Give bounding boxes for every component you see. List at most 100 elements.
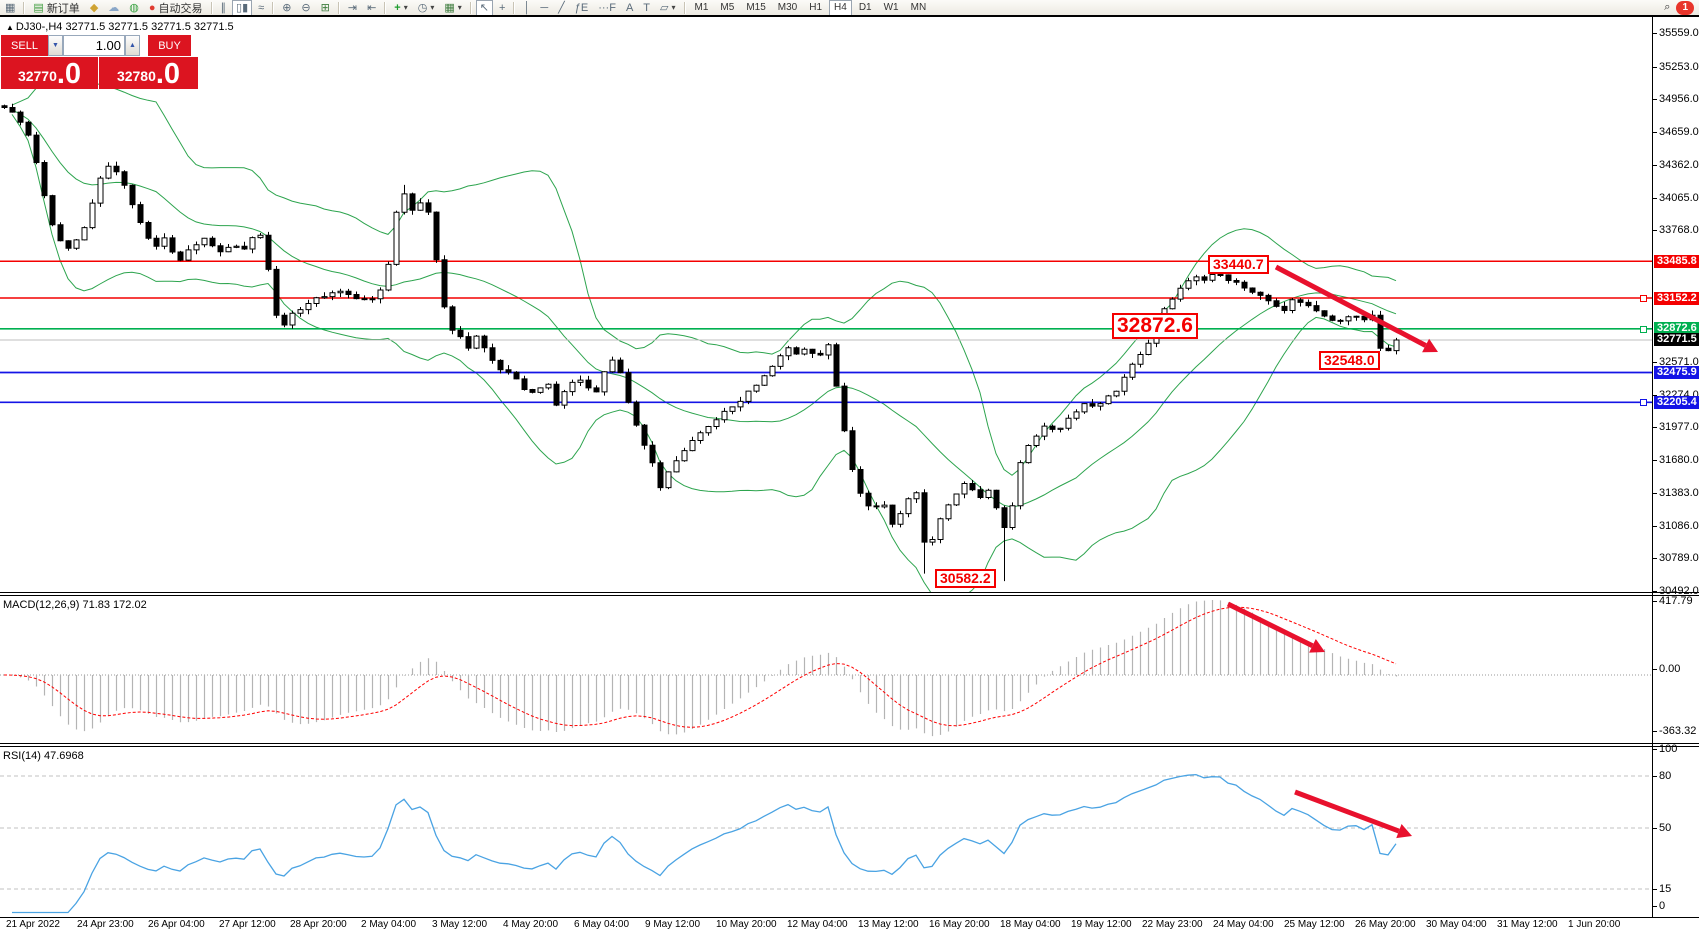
horizontal-line-icon[interactable]: ─ xyxy=(540,1,549,14)
price-badge-32205.4: 32205.4 xyxy=(1654,395,1699,409)
timeframe-m15[interactable]: M15 xyxy=(746,2,766,13)
signals-icon[interactable]: ◍ xyxy=(129,1,139,14)
macd-tick: 0.00 xyxy=(1659,663,1681,675)
volume-decrease-button[interactable]: ▼ xyxy=(48,35,63,56)
date-tick: 26 May 20:00 xyxy=(1355,919,1416,930)
cursor-icon[interactable]: ↖ xyxy=(475,0,494,15)
toolbar-separator xyxy=(210,1,213,14)
bid-price[interactable]: 32770.0 xyxy=(1,57,98,89)
timeframe-m5[interactable]: M5 xyxy=(720,2,735,13)
fibonacci-icon[interactable]: ···F xyxy=(598,1,616,14)
shapes-button[interactable]: ▱ ▾ xyxy=(660,1,676,14)
bollinger-middle-band xyxy=(11,109,1397,508)
trend-arrow[interactable] xyxy=(1294,789,1412,839)
date-tick: 31 May 12:00 xyxy=(1497,919,1558,930)
price-badge-33152.2: 33152.2 xyxy=(1654,291,1699,305)
macd-tick-dash xyxy=(1652,731,1657,732)
tile-windows-icon[interactable]: ⊞ xyxy=(320,1,330,14)
volume-increase-button[interactable]: ▲ xyxy=(125,35,140,56)
date-tick: 10 May 20:00 xyxy=(716,919,777,930)
main-chart xyxy=(0,64,1652,592)
line-handle[interactable] xyxy=(1640,295,1647,303)
price-tick-dash xyxy=(1652,525,1657,527)
trend-arrow[interactable] xyxy=(1226,601,1325,653)
macd-panel xyxy=(0,600,1652,737)
rsi-panel-divider[interactable] xyxy=(0,743,1699,747)
price-tick-dash xyxy=(1652,197,1657,199)
price-tick-dash xyxy=(1652,591,1657,592)
macd-signal-line xyxy=(3,606,1397,728)
macd-panel-divider[interactable] xyxy=(0,592,1699,596)
timeframe-d1[interactable]: D1 xyxy=(858,2,872,13)
timeframe-h4[interactable]: H4 xyxy=(829,0,852,15)
trend-arrow[interactable] xyxy=(1274,264,1438,353)
auto-scroll-icon[interactable]: ⇥ xyxy=(347,1,358,14)
toolbar-separator xyxy=(513,1,516,14)
price-annotation-32872.6[interactable]: 32872.6 xyxy=(1112,313,1198,339)
auto-trading-button[interactable]: ● 自动交易 xyxy=(148,1,203,15)
chart-title-text: DJ30-,H4 32771.5 32771.5 32771.5 32771.5 xyxy=(15,21,234,33)
symbol-marker-icon: ▲ xyxy=(6,23,14,32)
indicators-button[interactable]: + ▾ xyxy=(394,1,408,14)
price-tick: 30492.0 xyxy=(1659,585,1699,597)
timeframe-mn[interactable]: MN xyxy=(910,2,927,13)
chart-shift-icon[interactable]: ⇤ xyxy=(367,1,377,14)
line-chart-icon[interactable]: ≈ xyxy=(258,1,265,14)
periods-button[interactable]: ◷ ▾ xyxy=(417,1,435,14)
price-tick: 31680.0 xyxy=(1659,454,1699,467)
rsi-label: RSI(14) 47.6968 xyxy=(3,750,84,762)
price-tick: 34956.0 xyxy=(1659,93,1699,106)
price-annotation-32548.0[interactable]: 32548.0 xyxy=(1319,351,1380,370)
community-icon[interactable]: ☁ xyxy=(108,1,120,14)
volume-input[interactable]: 1.00 xyxy=(63,35,125,56)
text-icon[interactable]: A xyxy=(625,1,634,14)
toolbar-separator xyxy=(683,1,686,14)
time-axis-divider xyxy=(0,917,1699,918)
rsi-tick-dash xyxy=(1652,776,1657,777)
crosshair-icon[interactable]: + xyxy=(499,1,506,14)
price-annotation-33440.7[interactable]: 33440.7 xyxy=(1208,255,1269,274)
macd-tick: 417.79 xyxy=(1659,595,1693,607)
chart-window-icon[interactable]: ▦ xyxy=(5,1,16,14)
label-icon[interactable]: T xyxy=(643,1,651,14)
price-tick-dash xyxy=(1652,460,1657,462)
date-tick: 9 May 12:00 xyxy=(645,919,701,930)
date-tick: 2 May 04:00 xyxy=(361,919,417,930)
search-icon[interactable]: ⌕ xyxy=(1664,1,1671,13)
sell-button[interactable]: SELL xyxy=(1,35,48,56)
timeframe-m1[interactable]: M1 xyxy=(694,2,709,13)
buy-button[interactable]: BUY xyxy=(148,35,191,56)
timeframe-h1[interactable]: H1 xyxy=(809,2,823,13)
zoom-in-icon[interactable]: ⊕ xyxy=(282,1,292,14)
price-tick: 31383.0 xyxy=(1659,486,1699,499)
rsi-tick-dash xyxy=(1652,906,1657,907)
date-tick: 6 May 04:00 xyxy=(574,919,630,930)
line-handle[interactable] xyxy=(1640,399,1647,407)
toolbar-separator xyxy=(469,1,472,14)
date-tick: 16 May 20:00 xyxy=(929,919,990,930)
timeframe-w1[interactable]: W1 xyxy=(883,2,899,13)
date-tick: 22 May 23:00 xyxy=(1142,919,1203,930)
ask-price[interactable]: 32780.0 xyxy=(99,57,198,89)
trendline-icon[interactable]: ╱ xyxy=(558,1,565,14)
equidistant-channel-icon[interactable]: ƒE xyxy=(574,1,589,14)
candle-wicks xyxy=(4,103,1397,582)
zoom-out-icon[interactable]: ⊖ xyxy=(301,1,311,14)
price-annotation-30582.2[interactable]: 30582.2 xyxy=(935,569,996,588)
bar-chart-icon[interactable]: ∥ xyxy=(220,1,227,14)
price-tick-dash xyxy=(1652,394,1657,396)
candlestick-chart-icon[interactable]: ▯▮ xyxy=(232,0,253,15)
vertical-line-icon[interactable]: │ xyxy=(523,1,531,14)
price-tick: 34362.0 xyxy=(1659,158,1699,171)
rsi-tick-dash xyxy=(1652,749,1657,750)
price-tick-dash xyxy=(1652,427,1657,429)
line-handle[interactable] xyxy=(1640,325,1647,333)
rsi-tick: 80 xyxy=(1659,770,1672,782)
timeframe-m30[interactable]: M30 xyxy=(777,2,798,13)
new-order-button[interactable]: ▤ 新订单 xyxy=(33,1,80,15)
templates-button[interactable]: ▦ ▾ xyxy=(444,1,462,14)
notifications-badge[interactable]: 1 xyxy=(1676,0,1694,15)
deposit-icon[interactable]: ◆ xyxy=(89,1,99,14)
bollinger-upper-band xyxy=(11,64,1397,476)
price-tick: 34065.0 xyxy=(1659,191,1699,204)
